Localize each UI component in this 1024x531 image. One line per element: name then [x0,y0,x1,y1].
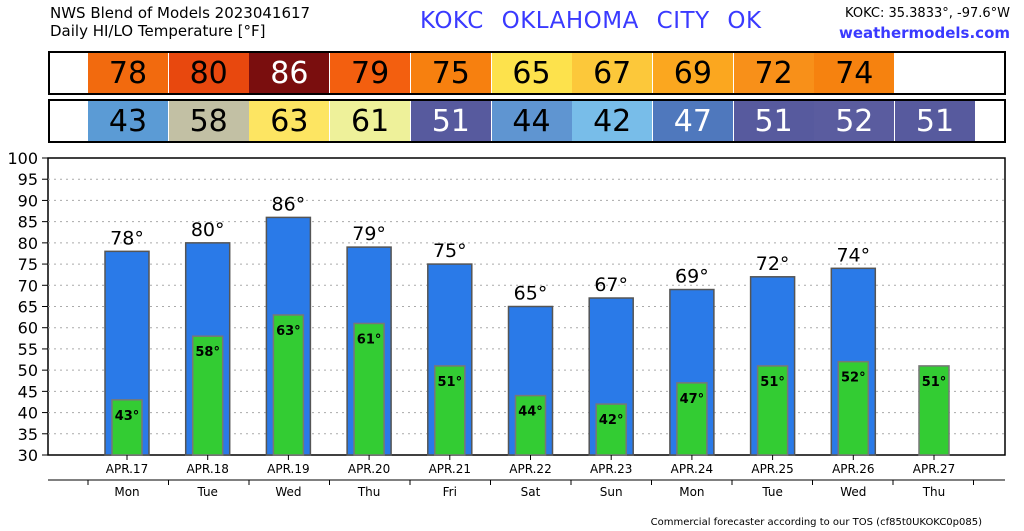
weekday-label: Tue [196,485,218,499]
low-temp-cell: 52 [814,101,895,141]
low-temp-cell: 51 [895,101,975,141]
low-bar [111,399,143,456]
y-tick-label: 65 [18,298,38,317]
y-tick-label: 50 [18,361,38,380]
weekday-label: Sat [521,485,541,499]
low-data-label: 61° [357,332,382,347]
station-coordinates: KOKC: 35.3833°, -97.6°W [845,6,1010,21]
weekday-label: Wed [840,485,866,499]
y-tick-label: 60 [18,319,38,338]
x-tick-label: APR.18 [186,462,228,476]
low-temperature-strip: 43 58 63 61 51 44 42 47 51 52 51 [48,99,1006,143]
low-data-label: 44° [518,405,543,420]
x-tick-label: APR.22 [509,462,551,476]
low-bar [434,365,466,456]
y-tick-label: 40 [18,404,38,423]
low-bar [191,335,224,456]
low-data-label: 43° [115,409,140,424]
low-data-label: 42° [599,413,624,428]
high-data-label: 75° [433,240,467,262]
low-temp-cell: 47 [652,101,733,141]
weekday-label: Fri [443,485,457,499]
high-temp-cell: 75 [410,53,491,93]
x-tick-label: APR.26 [832,462,874,476]
high-data-label: 86° [272,193,306,215]
low-bar [676,382,708,456]
high-data-label: 67° [594,274,628,296]
low-data-label: 47° [680,392,705,407]
weekday-label: Mon [679,485,704,499]
high-temp-cell: 74 [814,53,895,93]
low-bar [595,403,627,456]
low-bar [837,360,870,456]
station-title: KOKC OKLAHOMA CITY OK [420,8,762,34]
chart-title-line1: NWS Blend of Models 2023041617 [50,4,311,22]
y-tick-label: 45 [18,382,38,401]
weekday-label: Thu [922,485,946,499]
high-temp-cell: 86 [249,53,330,93]
low-temp-cell: 51 [410,101,491,141]
x-tick-label: APR.24 [671,462,713,476]
low-bar [756,365,789,456]
low-temp-cell: 58 [168,101,249,141]
y-tick-label: 80 [18,234,38,253]
low-data-label: 63° [276,324,301,339]
high-temp-cell: 67 [572,53,653,93]
high-temp-cell: 80 [168,53,249,93]
site-link[interactable]: weathermodels.com [838,24,1010,42]
low-temp-cell: 51 [733,101,814,141]
weekday-label: Sun [600,485,623,499]
low-data-label: 52° [841,371,866,386]
low-temp-cell: 61 [330,101,411,141]
y-tick-label: 95 [18,170,38,189]
x-tick-label: APR.21 [429,462,471,476]
y-tick-label: 35 [18,425,38,444]
y-tick-label: 90 [18,191,38,210]
x-tick-label: APR.23 [590,462,632,476]
y-tick-label: 70 [18,276,38,295]
weekday-label: Mon [114,485,139,499]
high-temp-cell: 69 [652,53,733,93]
high-data-label: 65° [514,283,548,305]
high-data-label: 80° [191,219,225,241]
high-temp-cell: 72 [733,53,814,93]
high-temp-cell: 79 [330,53,411,93]
weekday-label: Tue [761,485,783,499]
high-temp-cell: 65 [491,53,572,93]
x-tick-label: APR.25 [751,462,793,476]
y-tick-label: 100 [7,150,38,168]
high-temperature-strip: 78 80 86 79 75 65 67 69 72 74 [48,51,1006,95]
y-tick-label: 85 [18,213,38,232]
y-tick-label: 30 [18,446,38,465]
y-tick-label: 55 [18,340,38,359]
high-data-label: 69° [675,266,709,288]
high-data-label: 79° [352,223,386,245]
x-tick-label: APR.27 [913,462,955,476]
low-data-label: 51° [922,375,947,390]
weekday-label: Thu [357,485,381,499]
high-temp-cell: 78 [88,53,168,93]
low-data-label: 51° [760,375,785,390]
footer-note: Commercial forecaster according to our T… [650,517,982,528]
high-data-label: 72° [756,253,790,275]
low-bar [514,394,547,456]
low-temp-cell: 44 [491,101,572,141]
temperature-bar-chart: 30 35 40 45 50 55 60 65 70 75 80 85 90 95 100 78° 43° APR… [7,150,1006,499]
weekday-label: Wed [275,485,301,499]
chart-title-line2: Daily HI/LO Temperature [°F] [50,22,266,40]
low-temp-cell: 43 [88,101,168,141]
high-data-label: 74° [836,244,870,266]
low-bar [353,322,385,456]
low-temp-cell: 63 [249,101,330,141]
x-tick-label: APR.17 [106,462,148,476]
x-tick-label: APR.20 [348,462,390,476]
low-data-label: 58° [195,345,220,360]
low-bar [272,314,305,456]
low-data-label: 51° [438,375,463,390]
x-tick-label: APR.19 [267,462,309,476]
y-tick-label: 75 [18,255,38,274]
high-data-label: 78° [110,227,144,249]
low-temp-cell: 42 [572,101,653,141]
